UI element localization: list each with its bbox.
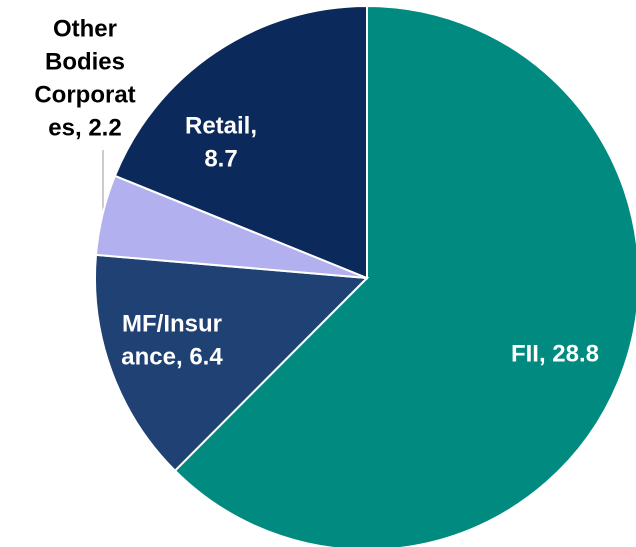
pie-slice [94, 253, 370, 473]
slice-label: MF/Insur [122, 310, 222, 337]
pie-slice [173, 4, 636, 547]
slice-label: 8.7 [204, 145, 237, 172]
slice-label: Other [53, 15, 117, 42]
slice-label: FII, 28.8 [511, 340, 599, 367]
slice-label: Corporat [34, 81, 135, 108]
slice-label: es, 2.2 [48, 114, 121, 141]
pie-slice [113, 4, 368, 280]
slice-label: Retail, [185, 112, 257, 139]
slice-label: Bodies [45, 48, 125, 75]
slice-label: ance, 6.4 [121, 343, 223, 370]
